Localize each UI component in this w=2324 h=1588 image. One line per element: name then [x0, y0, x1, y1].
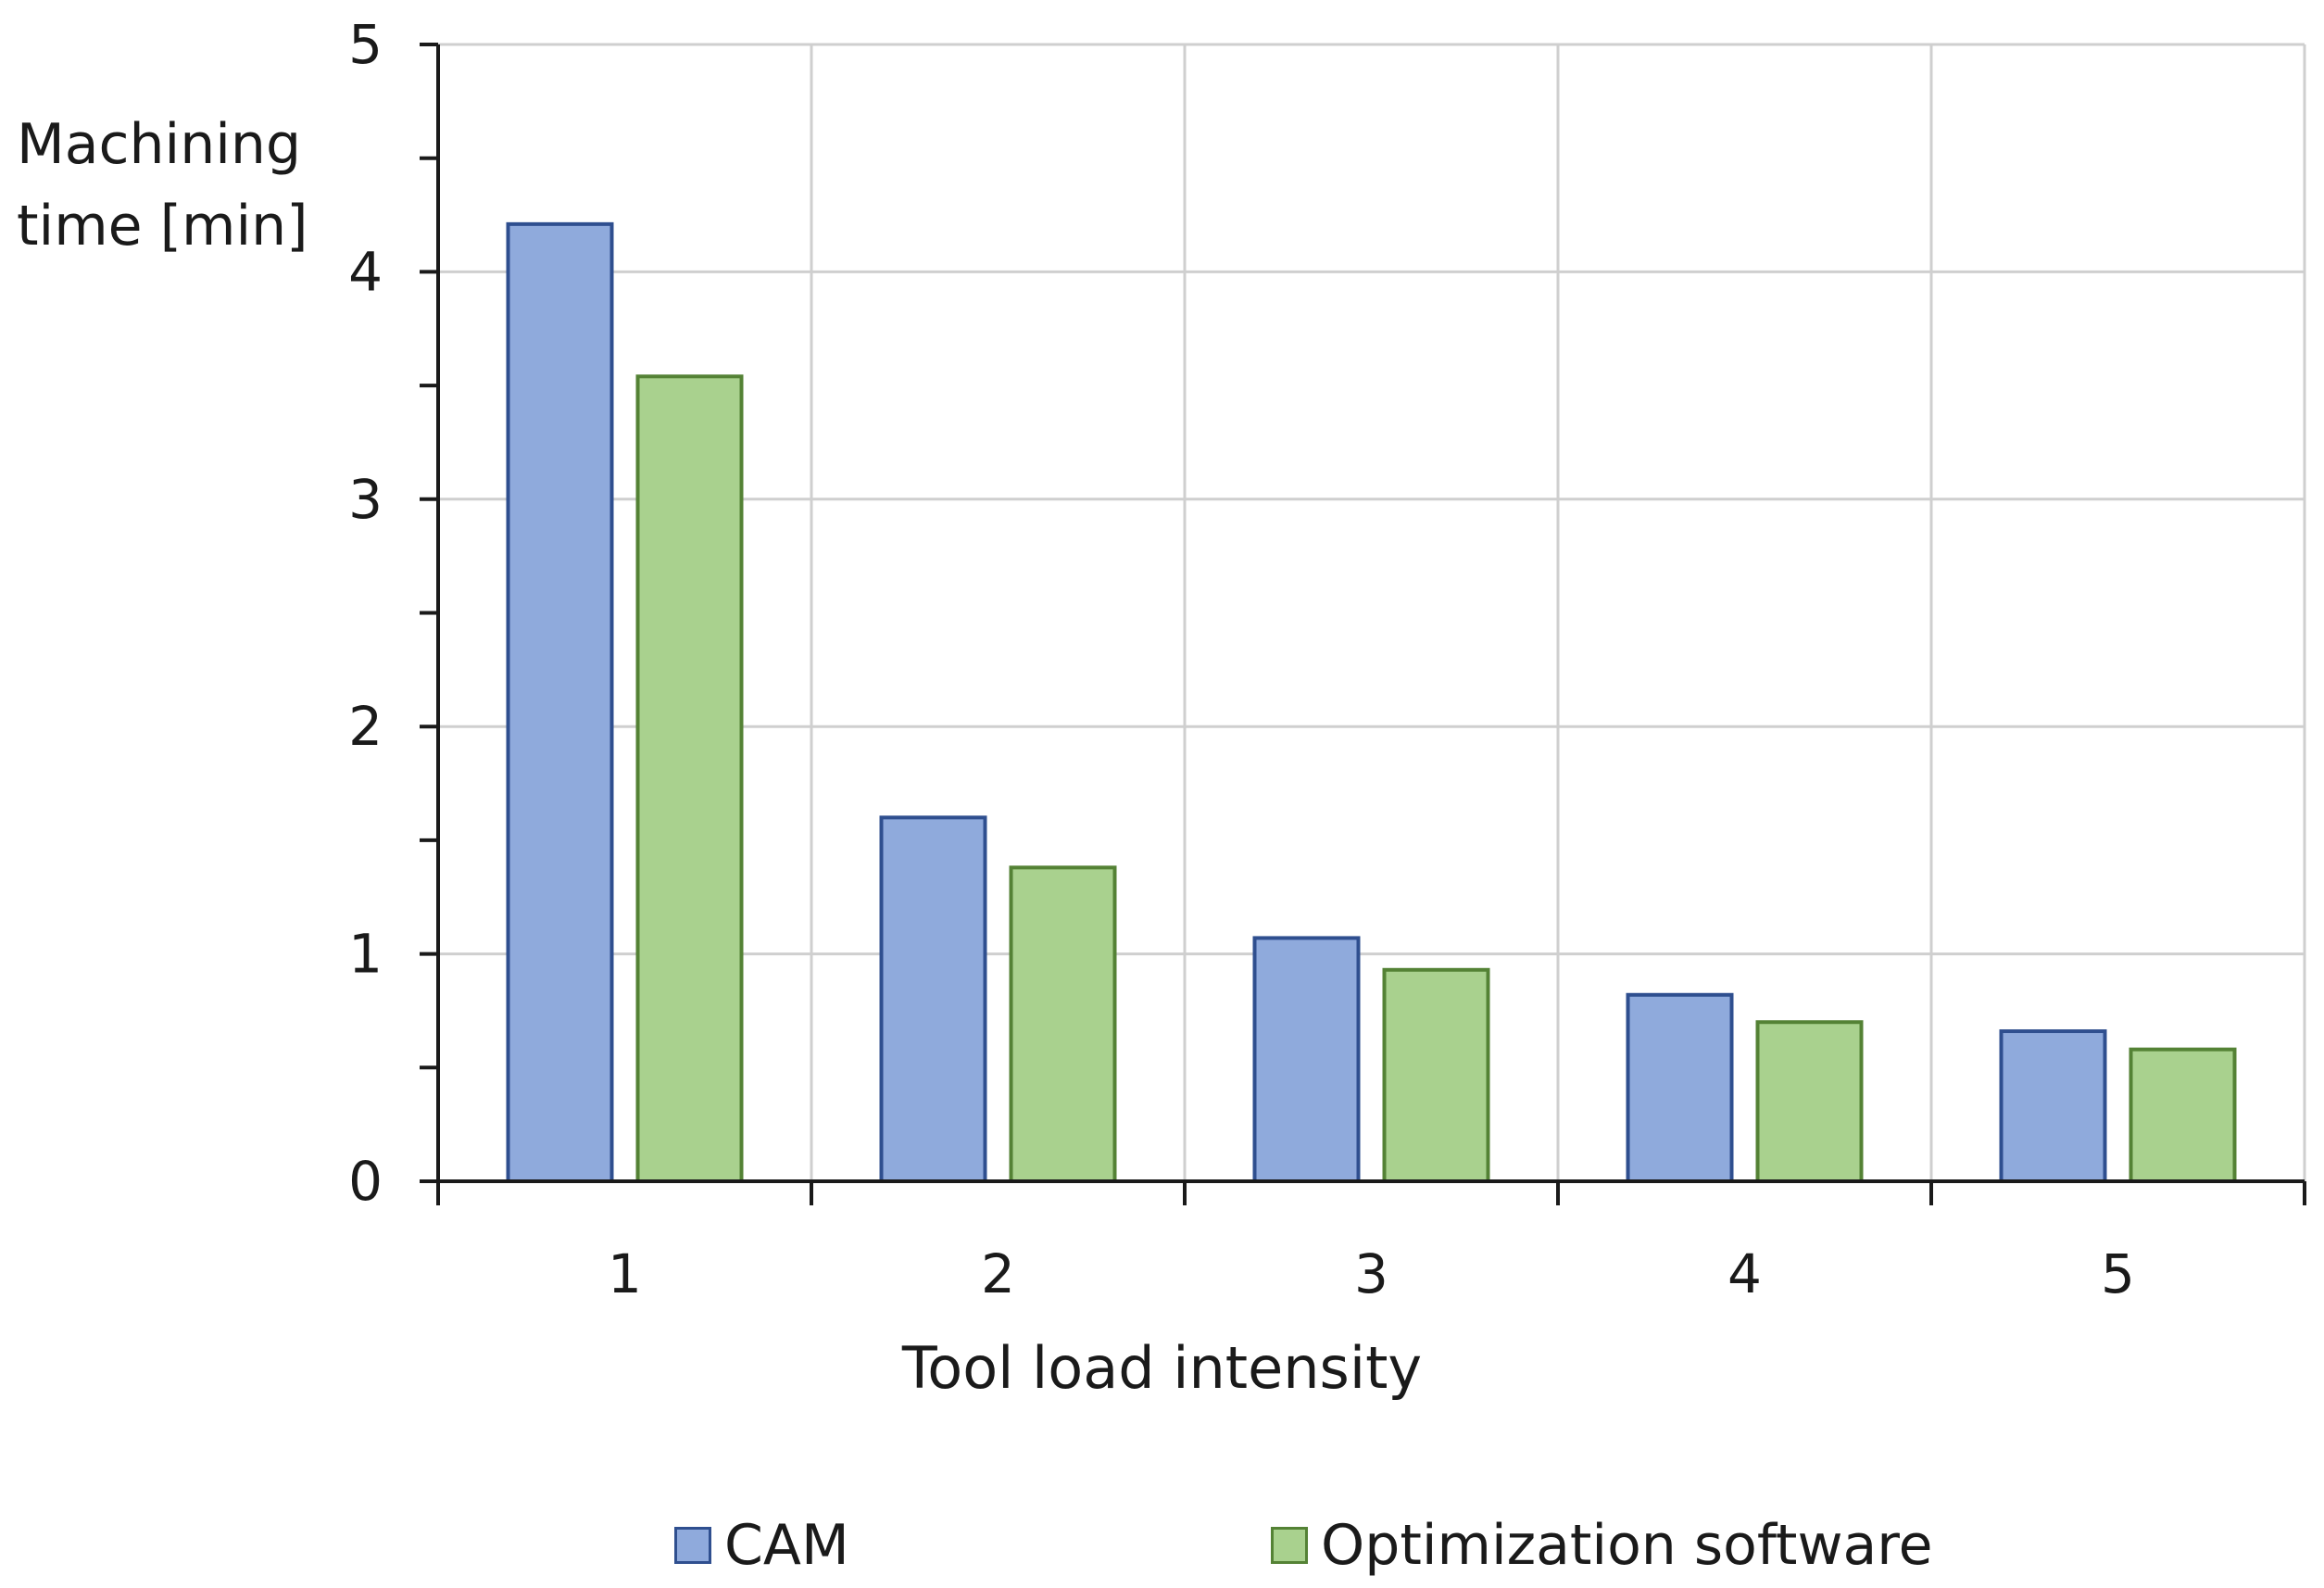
y-axis-label-line-1: Machining	[17, 112, 302, 177]
y-axis-label-line-2: time [min]	[17, 194, 308, 258]
grid-layer	[438, 43, 2306, 1181]
legend-item-optimization-software: Optimization software	[1271, 1508, 1933, 1582]
y-tick-label-5: 5	[348, 13, 383, 76]
tick-label-layer: 0 1 2 3 4 5 1 2 3 4 5	[348, 13, 2135, 1305]
legend-swatch-optimization-software	[1271, 1527, 1308, 1564]
legend-label-optimization-software: Optimization software	[1321, 1513, 1933, 1578]
bar-optimization-software-4	[1755, 1020, 1864, 1183]
y-tick-label-1: 1	[348, 923, 383, 986]
legend-swatch-cam	[674, 1527, 711, 1564]
legend: CAM Optimization software	[0, 1508, 2324, 1582]
y-tick-label-4: 4	[348, 240, 383, 303]
x-tick-label-4: 4	[1727, 1242, 1762, 1305]
bar-layer	[506, 221, 2237, 1184]
x-axis-label: Tool load intensity	[901, 1334, 1423, 1402]
bar-cam-1	[506, 221, 614, 1184]
bar-optimization-software-2	[1009, 865, 1117, 1184]
legend-label-cam: CAM	[724, 1513, 849, 1578]
axis-layer	[420, 43, 2306, 1205]
bar-cam-4	[1626, 992, 1734, 1183]
bar-cam-3	[1252, 936, 1361, 1183]
x-tick-label-1: 1	[608, 1242, 642, 1305]
y-tick-label-2: 2	[348, 695, 383, 758]
x-tick-label-5: 5	[2101, 1242, 2135, 1305]
y-tick-label-3: 3	[348, 468, 383, 531]
x-tick-label-2: 2	[981, 1242, 1015, 1305]
bar-cam-5	[1999, 1029, 2107, 1184]
bar-optimization-software-5	[2129, 1047, 2237, 1183]
bar-cam-2	[879, 815, 987, 1183]
x-tick-label-3: 3	[1354, 1242, 1388, 1305]
bar-optimization-software-3	[1382, 967, 1490, 1183]
legend-item-cam: CAM	[674, 1508, 849, 1582]
y-tick-label-0: 0	[348, 1150, 383, 1213]
bar-optimization-software-1	[635, 374, 744, 1183]
y-axis-label: Machining time [min]	[17, 104, 308, 267]
